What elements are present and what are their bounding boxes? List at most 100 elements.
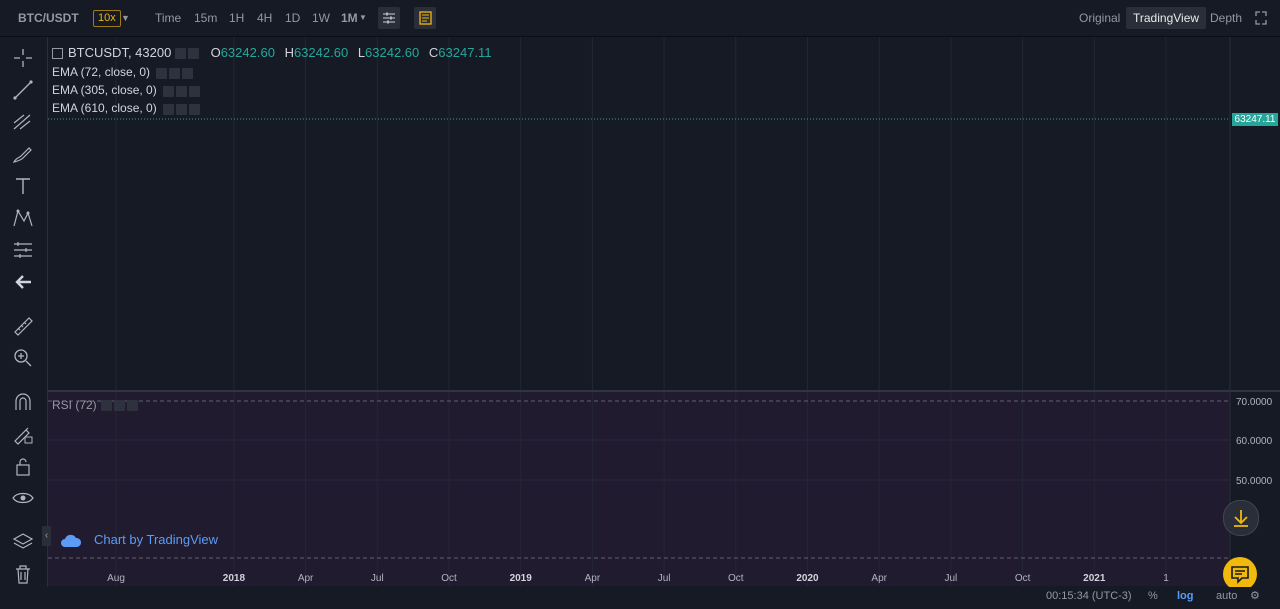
ema-72-legend[interactable]: EMA (72, close, 0) — [52, 65, 195, 80]
view-depth[interactable]: Depth — [1210, 11, 1243, 25]
log-toggle[interactable]: log — [1177, 590, 1194, 602]
main-legend: BTCUSDT, 43200 O63242.60 H63242.60 L6324… — [52, 45, 492, 60]
download-button[interactable] — [1223, 500, 1259, 536]
drawing-toolbar — [0, 37, 48, 609]
crosshair-icon[interactable] — [10, 45, 36, 71]
bottom-bar: 00:15:34 (UTC-3) % log auto ⚙ — [47, 587, 1280, 609]
pair-label[interactable]: BTC/USDT — [18, 11, 79, 25]
ema-72-label: EMA (72, close, 0) — [52, 65, 151, 79]
ema-305-legend[interactable]: EMA (305, close, 0) — [52, 83, 202, 98]
x-tick-label: 1 — [1163, 573, 1169, 584]
sliders-icon — [383, 12, 395, 24]
close-value: 63247.11 — [438, 45, 492, 60]
eye-icon[interactable] — [162, 104, 174, 116]
chat-icon — [1231, 566, 1249, 584]
eye-icon[interactable] — [100, 400, 112, 412]
tf-time[interactable]: Time — [155, 11, 182, 25]
open-value: 63242.60 — [220, 45, 275, 60]
collapse-icon[interactable] — [52, 48, 63, 60]
x-tick-label: Oct — [441, 573, 457, 584]
x-tick-label: Apr — [298, 573, 314, 584]
pattern-icon[interactable] — [10, 205, 36, 231]
rsi-pane — [48, 392, 1230, 586]
chevron-down-icon[interactable]: ▼ — [121, 13, 130, 23]
gear-icon[interactable] — [187, 48, 199, 60]
rsi-label: RSI (72) — [52, 398, 97, 412]
ema-305-label: EMA (305, close, 0) — [52, 83, 157, 97]
rsi-tick-label: 60.0000 — [1236, 436, 1273, 447]
rsi-tick-label: 70.0000 — [1236, 397, 1273, 408]
gear-icon[interactable]: ⚙ — [1250, 590, 1260, 602]
gear-icon[interactable] — [175, 104, 187, 116]
view-tradingview[interactable]: TradingView — [1126, 7, 1207, 29]
lock-drawing-icon[interactable] — [10, 421, 36, 447]
ema-610-label: EMA (610, close, 0) — [52, 101, 157, 115]
x-tick-label: Jul — [658, 573, 671, 584]
x-tick-label: Oct — [1015, 573, 1031, 584]
x-tick-label: 2020 — [796, 573, 819, 584]
eye-icon[interactable] — [10, 485, 36, 511]
high-value: 63242.60 — [293, 45, 349, 60]
eye-icon[interactable] — [174, 48, 186, 60]
arrow-left-icon[interactable] — [10, 269, 36, 295]
x-tick-label: 2018 — [223, 573, 246, 584]
prediction-icon[interactable] — [10, 237, 36, 263]
low-label: L — [357, 45, 366, 60]
fib-tool-icon[interactable] — [10, 109, 36, 135]
open-label: O — [210, 45, 221, 60]
high-label: H — [284, 45, 294, 60]
trash-icon[interactable] — [10, 561, 36, 587]
tf-1d[interactable]: 1D — [285, 11, 301, 25]
trendline-icon[interactable] — [10, 77, 36, 103]
tf-1h[interactable]: 1H — [229, 11, 245, 25]
eye-icon[interactable] — [162, 86, 174, 98]
rsi-legend[interactable]: RSI (72) — [52, 398, 140, 412]
close-icon[interactable] — [126, 400, 138, 412]
document-icon — [419, 11, 432, 25]
leverage-badge[interactable]: 10x — [93, 10, 121, 27]
ema-610-legend[interactable]: EMA (610, close, 0) — [52, 101, 202, 116]
lock-icon[interactable] — [10, 453, 36, 479]
template-button[interactable] — [414, 7, 436, 29]
indicators-button[interactable] — [378, 7, 400, 29]
tf-1m[interactable]: 1M — [341, 11, 358, 25]
view-original[interactable]: Original — [1079, 11, 1121, 25]
chevron-left-icon[interactable]: ‹ — [42, 526, 51, 546]
chat-button[interactable] — [1223, 557, 1257, 591]
main-pane — [48, 37, 1230, 390]
last-price-tag: 63247.11 — [1232, 113, 1278, 126]
clock-timezone[interactable]: 00:15:34 (UTC-3) — [1046, 590, 1132, 602]
close-icon[interactable] — [182, 68, 194, 80]
legend-buttons[interactable] — [174, 45, 201, 60]
close-icon[interactable] — [188, 86, 200, 98]
zoom-in-icon[interactable] — [10, 345, 36, 371]
x-tick-label: Jul — [371, 573, 384, 584]
percent-toggle[interactable]: % — [1148, 590, 1158, 602]
cloud-logo-icon — [61, 534, 82, 547]
layers-icon[interactable] — [10, 529, 36, 555]
x-tick-label: 2021 — [1083, 573, 1106, 584]
download-icon — [1234, 510, 1248, 527]
eye-icon[interactable] — [156, 68, 168, 80]
magnet-icon[interactable] — [10, 389, 36, 415]
close-icon[interactable] — [188, 104, 200, 116]
tf-15m[interactable]: 15m — [194, 11, 218, 25]
symbol-label: BTCUSDT, 43200 — [68, 45, 172, 60]
text-tool-icon[interactable] — [10, 173, 36, 199]
x-tick-label: Aug — [107, 573, 125, 584]
auto-toggle[interactable]: auto — [1216, 590, 1238, 602]
low-value: 63242.60 — [365, 45, 420, 60]
tf-4h[interactable]: 4H — [257, 11, 273, 25]
tf-1w[interactable]: 1W — [312, 11, 330, 25]
gear-icon[interactable] — [169, 68, 181, 80]
fullscreen-icon[interactable] — [1254, 0, 1268, 36]
rsi-tick-label: 50.0000 — [1236, 476, 1273, 487]
watermark-text: Chart by TradingView — [94, 532, 219, 547]
ruler-icon[interactable] — [10, 313, 36, 339]
gear-icon[interactable] — [113, 400, 125, 412]
chevron-down-icon[interactable]: ▼ — [359, 13, 367, 22]
brush-icon[interactable] — [10, 141, 36, 167]
tradingview-watermark[interactable]: Chart by TradingView — [60, 528, 218, 552]
gear-icon[interactable] — [175, 86, 187, 98]
